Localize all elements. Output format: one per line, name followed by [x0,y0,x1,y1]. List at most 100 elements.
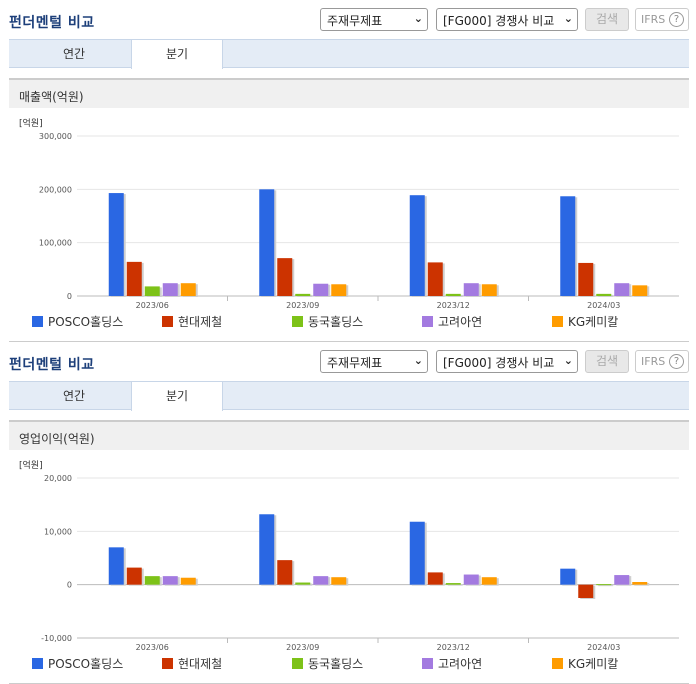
legend-swatch [552,658,563,669]
bar [596,584,612,586]
tab-annual[interactable]: 연간 [62,389,86,403]
bar [126,261,142,296]
search-button[interactable]: 검색 [585,8,629,31]
legend-label: POSCO홀딩스 [48,657,124,671]
legend-label: 동국홀딩스 [308,315,364,329]
bar [560,568,576,585]
bar [481,577,497,585]
legend-swatch [292,316,303,327]
bar [313,576,329,585]
legend-label: 동국홀딩스 [308,657,364,671]
bar [409,195,425,296]
period-tabs: 연간 분기 [9,381,689,411]
y-tick-label: 0 [67,292,72,301]
bar [463,283,479,296]
operating-profit-chart: [억원] 20,000 10,000 0 -10,000 2023/06 2023/09 20… [9,450,689,684]
bar [578,262,594,296]
x-tick-label: 2023/06 [136,301,169,308]
legend-swatch [292,658,303,669]
tab-annual[interactable]: 연간 [62,47,86,61]
x-tick-label: 2023/09 [286,643,319,650]
y-unit-label: [억원] [19,117,43,129]
legend-label: 고려아연 [438,315,483,329]
bar [180,283,196,296]
bar [259,514,275,585]
panel-revenue: 펀더멘털 비교 주재무제표 ⌄ [FG000] 경쟁사 비교 ⌄ 검색 IFRS… [9,8,689,342]
bar [614,283,630,296]
revenue-chart: [억원] 300,000 200,000 100,000 0 2023/06 2023/09… [9,108,689,342]
bar [445,293,461,296]
bar [409,521,425,585]
x-tick-label: 2023/12 [437,301,470,308]
y-tick-label: 200,000 [39,185,72,194]
legend-swatch [422,316,433,327]
ifrs-button[interactable]: IFRS ? [635,350,689,373]
ifrs-button[interactable]: IFRS ? [635,8,689,31]
y-tick-label: 100,000 [39,239,72,248]
chevron-down-icon: ⌄ [413,12,423,25]
bar [277,258,293,296]
tab-quarterly[interactable]: 분기 [131,40,223,69]
panel-header: 펀더멘털 비교 주재무제표 ⌄ [FG000] 경쟁사 비교 ⌄ 검색 IFRS… [0,342,696,382]
chevron-down-icon: ⌄ [563,354,573,367]
bar [295,582,311,585]
bar-shadow [447,584,463,586]
statement-type-select[interactable]: 주재무제표 ⌄ [320,350,428,373]
statement-type-value: 주재무제표 [327,356,383,370]
tab-quarterly[interactable]: 분기 [131,382,223,411]
peer-group-select[interactable]: [FG000] 경쟁사 비교 ⌄ [436,8,578,31]
y-tick-label: 0 [67,581,72,590]
bar [481,284,497,296]
search-button[interactable]: 검색 [585,350,629,373]
bar [331,577,347,585]
bar [560,196,576,296]
metric-title: 영업이익(억원) [19,432,95,446]
legend-label: 고려아연 [438,657,483,671]
x-tick-label: 2024/03 [587,643,620,650]
bar [313,283,329,296]
legend-swatch [162,316,173,327]
legend-label: KG케미칼 [568,315,619,329]
bar [277,560,293,585]
y-tick-label: 300,000 [39,132,72,141]
legend-label: POSCO홀딩스 [48,315,124,329]
x-tick-label: 2023/06 [136,643,169,650]
x-tick-label: 2024/03 [587,301,620,308]
statement-type-value: 주재무제표 [327,14,383,28]
bar [614,575,630,585]
bar [331,284,347,296]
peer-group-value: [FG000] 경쟁사 비교 [443,356,555,370]
bar [632,285,648,296]
metric-header: 영업이익(억원) [9,420,689,450]
bar-shadow [598,585,614,587]
legend-swatch [552,316,563,327]
chevron-down-icon: ⌄ [413,354,423,367]
help-icon[interactable]: ? [669,354,684,369]
peer-group-select[interactable]: [FG000] 경쟁사 비교 ⌄ [436,350,578,373]
metric-title: 매출액(억원) [19,90,84,104]
legend-swatch [422,658,433,669]
y-tick-label: -10,000 [41,634,72,643]
bar [295,293,311,296]
bar [108,193,124,296]
bar [632,582,648,585]
peer-group-value: [FG000] 경쟁사 비교 [443,14,555,28]
ifrs-label: IFRS [641,13,666,26]
chevron-down-icon: ⌄ [563,12,573,25]
revenue-chart-svg: [억원] 300,000 200,000 100,000 0 2023/06 2023/09… [19,117,679,308]
bar [162,283,178,296]
legend-swatch [162,658,173,669]
bar [144,576,160,585]
legend-label: 현대제철 [178,315,223,329]
legend-label: 현대제철 [178,657,223,671]
statement-type-select[interactable]: 주재무제표 ⌄ [320,8,428,31]
y-tick-label: 20,000 [44,474,72,483]
bar [180,577,196,585]
help-icon[interactable]: ? [669,12,684,27]
x-tick-label: 2023/09 [286,301,319,308]
bar [427,572,443,585]
y-unit-label: [억원] [19,459,43,471]
legend-swatch [32,658,43,669]
bar [259,189,275,296]
bar [578,584,594,598]
